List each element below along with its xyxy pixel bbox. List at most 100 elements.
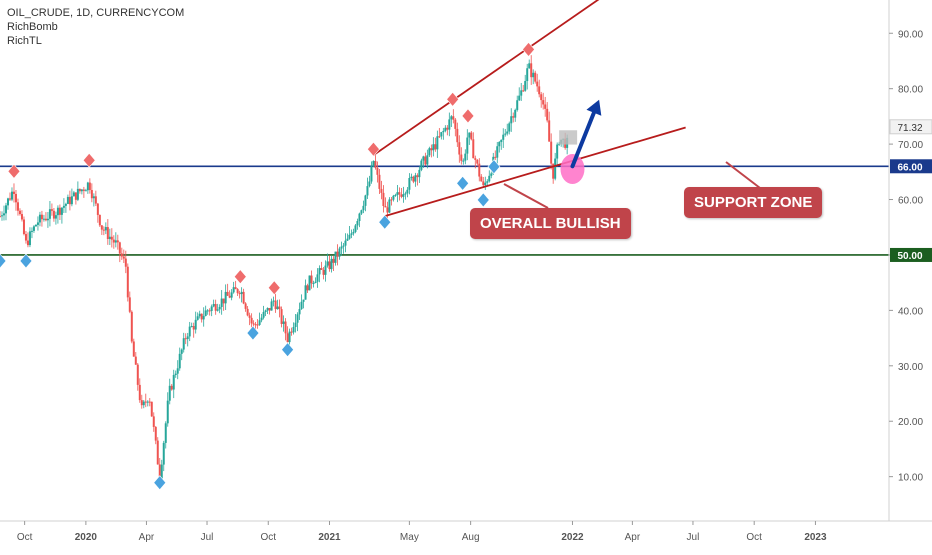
bottom-signal-marker	[456, 175, 470, 191]
y-tick-label: 60.00	[898, 196, 923, 207]
candle-body	[300, 301, 303, 310]
candle-body	[386, 207, 389, 213]
candle-body	[322, 269, 325, 275]
candle-body	[104, 227, 107, 231]
candle-body	[540, 94, 543, 101]
candle-body	[180, 349, 183, 354]
candle-body	[312, 283, 315, 285]
candle-body	[30, 230, 33, 232]
candle-body	[442, 130, 445, 133]
candle-body	[326, 261, 329, 266]
candle-body	[128, 297, 131, 312]
y-tick-label: 30.00	[898, 362, 923, 373]
candle-body	[526, 68, 529, 82]
candle-body	[308, 275, 311, 291]
candle-body	[90, 190, 93, 199]
candle-body	[400, 194, 403, 197]
candle-body	[398, 192, 401, 195]
candle-body	[298, 309, 301, 315]
candle-body	[440, 132, 443, 137]
candle-body	[110, 236, 113, 240]
candle-body	[112, 239, 115, 243]
candle-body	[498, 142, 501, 147]
y-tick-label: 70.00	[898, 140, 923, 151]
top-signal-marker	[367, 141, 380, 157]
candle-body	[244, 303, 247, 309]
y-tick-label: 40.00	[898, 306, 923, 317]
level-price-label: 50.00	[897, 251, 922, 262]
candle-body	[238, 293, 241, 295]
candle-body	[422, 156, 425, 161]
candle-body	[254, 324, 257, 326]
y-tick-label: 10.00	[898, 473, 923, 484]
candle-body	[512, 116, 515, 118]
candle-body	[350, 233, 353, 235]
candle-body	[556, 144, 559, 159]
top-signal-marker	[82, 152, 96, 168]
candle-body	[200, 313, 203, 320]
candle-body	[48, 209, 51, 219]
candle-body	[98, 214, 101, 226]
candle-body	[146, 401, 149, 403]
candle-body	[552, 163, 555, 179]
candle-body	[332, 258, 335, 263]
candle-body	[14, 193, 17, 203]
candle-body	[54, 215, 57, 219]
candle-body	[406, 189, 409, 194]
candle-body	[8, 198, 11, 200]
candle-body	[10, 191, 13, 200]
candle-body	[382, 192, 385, 207]
x-tick-label: Jul	[687, 532, 700, 543]
x-tick-label: 2021	[318, 532, 341, 543]
candle-body	[188, 326, 191, 337]
candle-body	[284, 321, 287, 334]
trendline	[384, 126, 686, 218]
candle-body	[444, 127, 447, 131]
candle-body	[274, 300, 277, 310]
candle-body	[136, 364, 139, 385]
top-signal-marker	[267, 280, 281, 296]
candle-body	[458, 142, 461, 155]
candle-body	[450, 116, 453, 120]
candle-body	[42, 218, 45, 220]
candle-body	[114, 240, 117, 243]
candle-body	[242, 291, 245, 304]
candle-body	[18, 210, 21, 215]
bottom-signal-marker	[153, 475, 167, 491]
x-tick-label: Aug	[462, 532, 480, 543]
candle-body	[524, 81, 527, 91]
candle-body	[342, 245, 345, 247]
candle-body	[118, 242, 121, 254]
candle-body	[88, 182, 91, 191]
candle-body	[428, 148, 431, 156]
candle-body	[178, 353, 181, 369]
candle-body	[518, 95, 521, 101]
y-tick-label: 80.00	[898, 85, 923, 96]
candle-body	[366, 186, 369, 196]
candle-body	[316, 274, 319, 282]
candle-body	[374, 160, 377, 168]
candle-body	[194, 319, 197, 330]
candle-body	[426, 155, 429, 165]
y-tick-label: 20.00	[898, 417, 923, 428]
candle-body	[520, 90, 523, 96]
bottom-signal-marker	[281, 342, 294, 358]
candle-body	[368, 181, 371, 187]
candle-body	[392, 195, 395, 200]
candle-body	[134, 356, 137, 365]
candle-body	[84, 190, 87, 192]
candle-body	[372, 160, 375, 167]
candle-body	[412, 176, 415, 182]
candle-body	[22, 219, 25, 235]
candle-body	[62, 205, 65, 208]
candle-body	[80, 189, 83, 192]
candle-body	[120, 253, 123, 257]
candle-body	[404, 193, 407, 195]
candle-body	[454, 119, 457, 129]
candle-body	[356, 221, 359, 226]
candle-body	[278, 306, 281, 310]
bottom-signal-marker	[476, 192, 490, 208]
candle-body	[0, 216, 1, 218]
